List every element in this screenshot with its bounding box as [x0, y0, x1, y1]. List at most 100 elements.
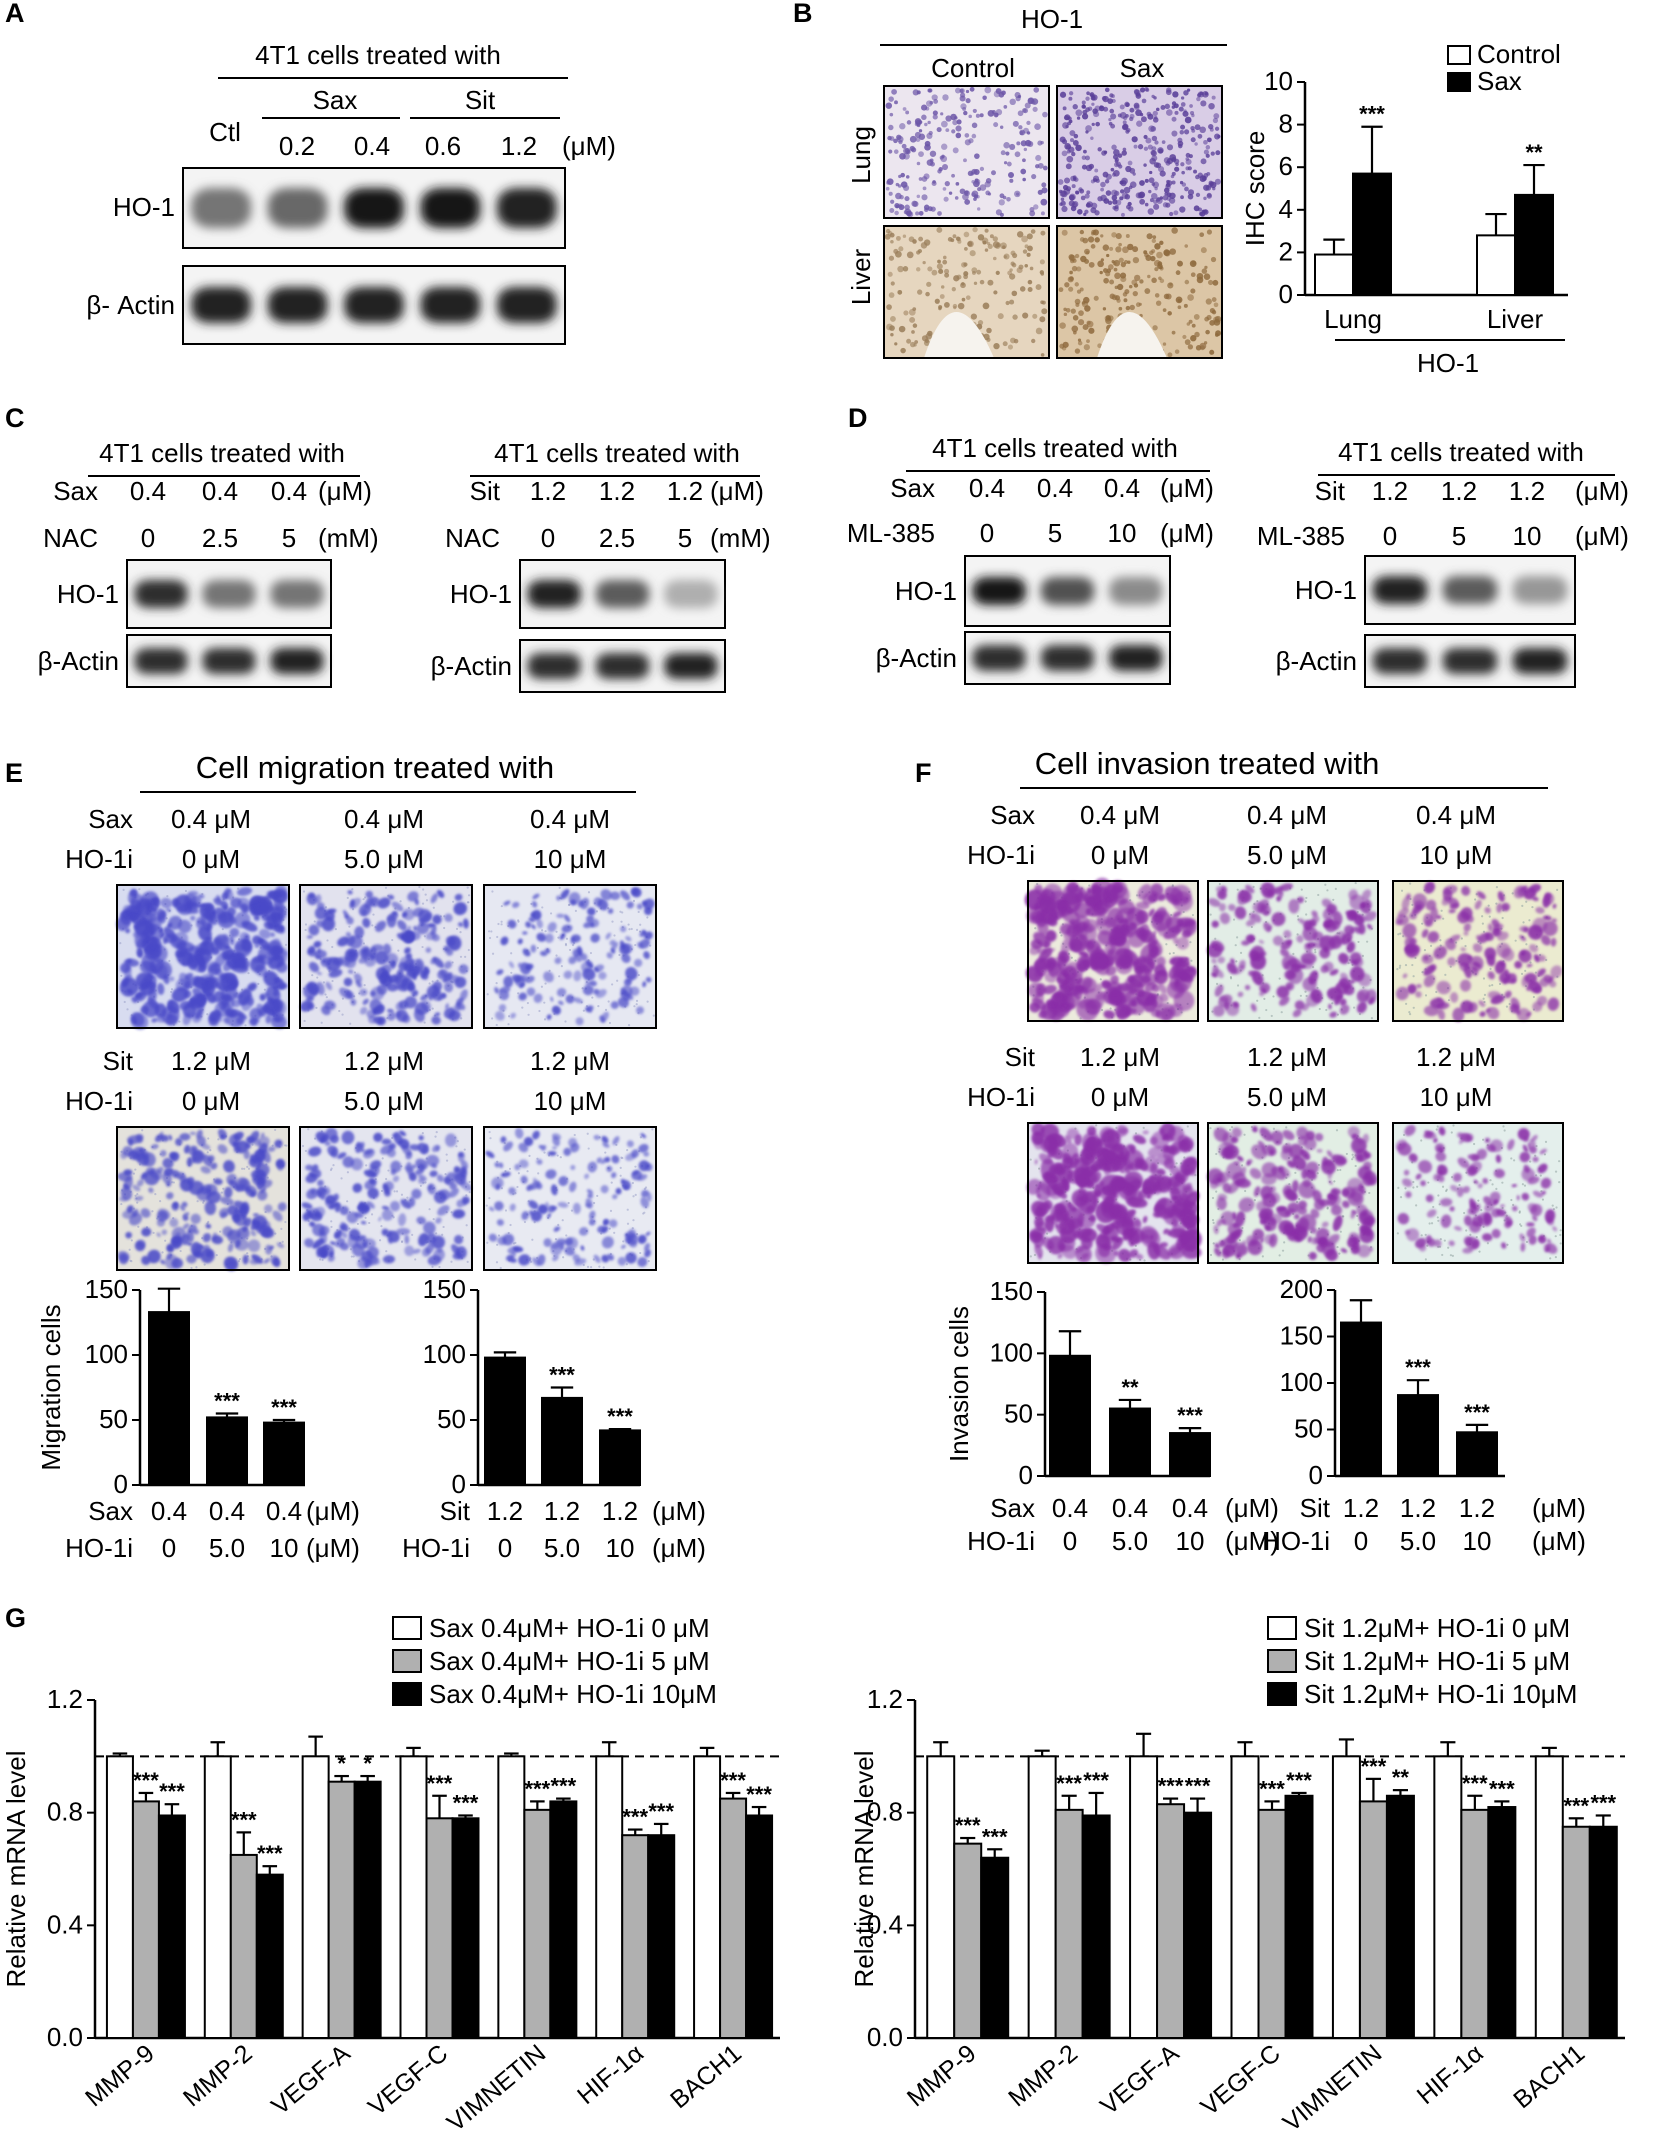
transE-well-2-0-pore [281, 1240, 284, 1243]
transE-well-1-0-pore [120, 974, 123, 977]
ihc-lung-sax-nucleus [1180, 195, 1184, 200]
ihc-lung-control-nucleus [1020, 168, 1027, 175]
transE-well-2-1-pore [387, 1169, 390, 1172]
transE-well-2-0-cell [276, 1242, 285, 1249]
transE-well-1-1-cell [454, 976, 467, 988]
transE-well-1-2-pore [568, 948, 572, 952]
ihc-liver-sax-nucleus [1100, 234, 1104, 238]
ihc-lung-sax-nucleus [1091, 122, 1095, 127]
transE-well-1-1-cell [354, 926, 365, 939]
transF-well-1-2-pore [1511, 892, 1514, 895]
row-label-lung: Lung [846, 126, 876, 184]
ihc-lung-control-nucleus [959, 95, 966, 102]
ihc-liver-sax-nucleus [1167, 311, 1172, 316]
transE-well-1-2-cell [633, 958, 643, 968]
lane-label-a-1: 0.2 [279, 131, 315, 161]
col-label-control: Control [931, 53, 1015, 83]
transF-well-2-1-pore [1221, 1258, 1225, 1261]
transE-well-1-0-cell [263, 921, 274, 930]
transF-well-1-1-pore [1250, 925, 1253, 929]
blotD2-ho1-band-1 [1442, 576, 1498, 604]
ihc-lung-control-nucleus [1040, 211, 1045, 216]
transE-well-1-1-cell [405, 952, 413, 960]
ihc-liver-sax-nucleus [1147, 274, 1151, 279]
ihc-liver-sax-nucleus [1118, 257, 1124, 263]
transE-well-1-0-cell [151, 1017, 158, 1023]
ihc-liver-control-nucleus [997, 313, 1004, 320]
blotD1-agent-val-1: 5 [1048, 518, 1062, 548]
ihc-lung-control-nucleus [1042, 165, 1048, 171]
ihc-liver-control-nucleus [1027, 286, 1033, 292]
transE-well-1-2-cell [544, 933, 554, 943]
transE-well-2-1-cell [381, 1205, 390, 1211]
transE-well-2-0-cell [162, 1157, 174, 1169]
blotD1-row-actin: β-Actin [876, 643, 957, 673]
transF-well-1-2-pore [1501, 916, 1504, 920]
ihc-liver-sax-nucleus [1077, 338, 1082, 342]
ihc-liver-control-nucleus [1039, 259, 1045, 265]
ihc-liver-sax-nucleus [1165, 293, 1172, 300]
transF-well-1-2-pore [1514, 939, 1517, 942]
ihc-liver-control-vessel [924, 312, 994, 358]
ihc-liver-sax-nucleus [1162, 342, 1167, 346]
transE-well-1-0-cell [151, 906, 157, 912]
ihc-lung-control-nucleus [945, 128, 950, 133]
transE-well-1-1-pore [422, 888, 425, 891]
transE-well-1-1-pore [397, 949, 400, 952]
transE-well-1-1-cell [387, 894, 395, 900]
ihc-lung-sax-nucleus [1196, 93, 1202, 98]
transE-well-1-1-cell [315, 894, 322, 904]
transE-well-2-0-pore [196, 1200, 199, 1203]
transE-well-1-2-cell [531, 924, 536, 930]
transE-well-2-2-pore [537, 1172, 540, 1175]
transF-well-1-2-pore [1444, 973, 1447, 976]
transE-well-1-0-cell [254, 944, 260, 948]
transE-well-2-1-pore [349, 1248, 352, 1251]
ihc-liver-sax-nucleus [1212, 279, 1219, 286]
ihc-lung-control-nucleus [898, 204, 905, 211]
ihc-lung-sax-nucleus [1110, 113, 1117, 120]
transE-well-2-1-pore [442, 1225, 445, 1229]
transE-well-1-1-cell [306, 935, 313, 939]
transE-well-2-1-cell [456, 1199, 464, 1208]
chart-b-xcat-1: Liver [1487, 304, 1544, 334]
transE-well-1-1-cell [454, 893, 463, 901]
transE-well-1-1-pore [423, 1021, 426, 1024]
ihc-liver-control-nucleus [989, 234, 994, 239]
ihc-lung-sax-nucleus [1171, 171, 1176, 176]
panel-label-f: F [915, 758, 932, 788]
transE-well-1-2-pore [558, 975, 561, 978]
transE-well-2-1-pore [391, 1136, 394, 1140]
ihc-lung-sax-nucleus [1183, 90, 1189, 96]
transF-well-1-2-pore [1524, 969, 1527, 972]
transE-well-2-2-pore [508, 1167, 512, 1170]
transE-well-1-1-cell [347, 969, 354, 974]
transE-well-2-0-pore [190, 1266, 193, 1270]
transE-well-1-1-cell [308, 961, 320, 973]
ihc-liver-sax-nucleus [1120, 276, 1127, 283]
transE-well-2-0-cell [254, 1149, 266, 1162]
transE-well-2-1-cell [341, 1231, 348, 1239]
transE-well-1-1-cell [343, 977, 353, 987]
transF-well-1-1-pore [1314, 948, 1317, 951]
transE-well-2-0-cell [163, 1167, 174, 1177]
ihc-lung-sax-nucleus [1152, 110, 1158, 116]
transE-well-1-1-pore [322, 981, 326, 984]
chart-b-bar-liver-sax-significance: ** [1525, 140, 1543, 165]
transF-well-1-2-pore [1521, 904, 1524, 907]
transE-well-2-2-pore [625, 1263, 628, 1266]
transE-well-1-2-pore [613, 934, 616, 937]
transE-well-1-2-cell [617, 997, 629, 1008]
transE-well-1-2-pore [557, 936, 560, 939]
transE-well-2-0-pore [203, 1263, 206, 1266]
ihc-liver-control-nucleus [939, 294, 945, 299]
transF-well-2-1-pore [1368, 1191, 1371, 1195]
chartE2-row2-unit: (μM) [652, 1533, 706, 1563]
transE-well-2-2-pore [507, 1231, 510, 1235]
transE-well-2-0-cell [235, 1140, 249, 1154]
ihc-liver-sax-nucleus [1125, 233, 1130, 238]
transF-well-1-2-pore [1482, 997, 1485, 1000]
ihc-lung-sax-nucleus [1214, 178, 1221, 185]
ihc-lung-sax [1056, 85, 1223, 219]
